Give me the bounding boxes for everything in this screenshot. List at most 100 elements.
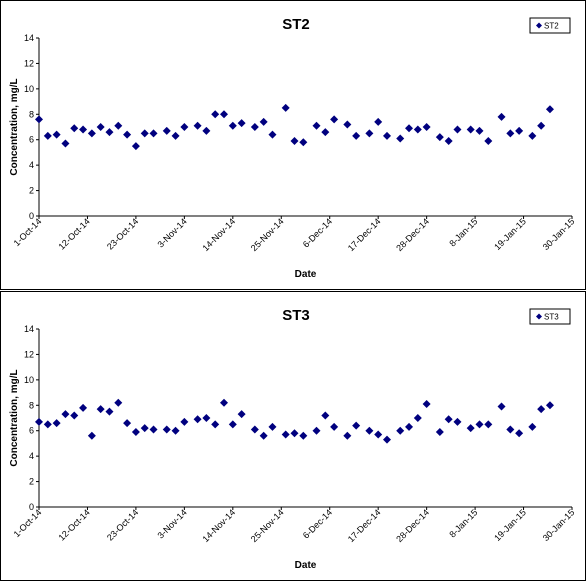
x-tick-label: 1-Oct-14 [12,216,44,248]
data-point [506,425,515,434]
data-point [466,125,475,134]
series-st2 [35,103,554,151]
data-point [140,129,149,138]
data-point [202,414,211,422]
x-tick-label: 25-Nov-14 [249,507,286,544]
x-tick-label: 12-Oct-14 [56,507,91,542]
data-point [330,422,339,431]
y-tick-label: 6 [29,426,34,436]
data-point [444,136,453,145]
legend-marker [536,22,542,29]
data-point [131,142,140,151]
data-point [537,405,546,414]
data-point [312,121,321,130]
data-point [299,138,308,147]
chart-panel-st2: ST2 0 2 4 6 8 10 12 14 1-Oct-14 12-Oct-14 23-Oct-14… [0,0,586,290]
data-point [259,117,268,126]
chart-title: ST2 [282,16,310,33]
data-point [515,429,524,438]
data-point [171,426,180,435]
data-point [475,126,484,135]
data-point [374,430,383,439]
data-point [70,411,79,420]
y-tick-label: 4 [29,160,34,170]
data-point [312,426,321,435]
y-tick-label: 12 [24,58,34,68]
chart-svg-st2: ST2 0 2 4 6 8 10 12 14 1-Oct-14 12-Oct-14 23-Oct-14… [9,16,577,280]
data-point [343,431,352,440]
data-point [453,125,462,134]
data-point [87,431,96,440]
legend-label: ST2 [544,22,559,31]
data-point [180,417,189,426]
data-point [162,126,171,135]
data-point [396,426,405,435]
data-point [43,131,52,140]
data-point [52,419,61,428]
data-point [528,131,537,140]
data-point [52,130,61,139]
y-tick-label: 8 [29,109,34,119]
data-point [180,123,189,131]
data-point [250,425,259,434]
y-tick-label: 4 [29,451,34,461]
data-point [220,110,229,119]
x-tick-label: 30-Jan-15 [541,216,577,252]
y-tick-label: 14 [24,33,34,43]
x-tick-label: 25-Nov-14 [249,216,286,253]
data-point [237,410,246,419]
data-point [545,105,554,114]
data-point [545,401,554,410]
y-tick-label: 14 [24,324,34,334]
data-point [114,398,123,407]
y-tick-label: 2 [29,477,34,487]
data-point [228,121,237,130]
legend-marker [536,313,542,320]
data-point [484,136,493,145]
x-tick-label: 14-Nov-14 [200,216,237,253]
x-tick-label: 3-Nov-14 [156,507,189,540]
data-point [268,422,277,431]
data-point [365,129,374,138]
data-point [211,420,220,429]
data-point [123,130,132,139]
data-point [497,112,506,121]
data-point [382,435,391,444]
x-tick-label: 3-Nov-14 [156,216,189,249]
data-point [61,410,70,419]
x-tick-label: 23-Oct-14 [105,216,140,251]
data-point [405,422,414,431]
data-point [35,417,43,426]
data-point [281,103,290,112]
data-point [413,414,422,422]
data-point [114,121,123,130]
data-point [123,419,132,428]
data-point [87,129,96,138]
series-st3 [35,398,554,444]
data-point [330,115,339,124]
data-point [515,126,524,135]
data-point [422,400,431,409]
data-point [131,427,140,436]
data-point [237,119,246,128]
data-point [484,420,493,429]
data-point [259,431,268,440]
data-point [220,398,229,407]
y-axis-label: Concentration, mg/L [9,369,20,466]
x-tick-label: 1-Oct-14 [12,507,44,539]
data-point [321,128,330,137]
y-axis-label: Concentration, mg/L [9,78,20,175]
data-point [149,129,158,138]
data-point [466,424,475,433]
data-point [506,129,515,138]
x-tick-label: 8-Jan-15 [447,216,479,248]
data-point [61,139,70,148]
x-tick-label: 28-Dec-14 [394,216,431,253]
legend: ST2 [529,17,571,34]
legend: ST3 [529,308,571,325]
data-point [193,121,202,130]
data-point [105,128,114,137]
x-tick-label: 19-Jan-15 [492,216,528,252]
data-point [140,424,149,433]
data-point [105,407,114,416]
